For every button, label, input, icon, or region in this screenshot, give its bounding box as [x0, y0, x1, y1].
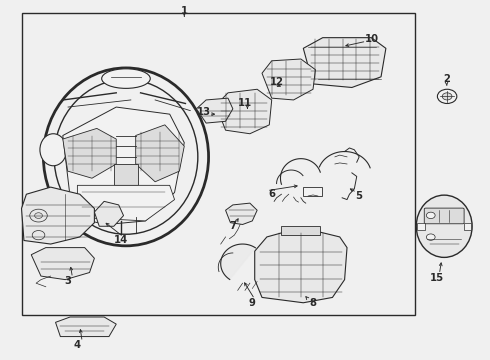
- Polygon shape: [63, 107, 184, 225]
- Polygon shape: [262, 59, 316, 100]
- Text: 12: 12: [270, 77, 284, 87]
- Bar: [281, 226, 320, 235]
- Polygon shape: [216, 89, 272, 134]
- Ellipse shape: [416, 195, 472, 257]
- Text: 3: 3: [64, 276, 71, 287]
- Polygon shape: [31, 248, 95, 280]
- Text: 2: 2: [443, 73, 450, 84]
- Text: 15: 15: [430, 273, 444, 283]
- Text: 9: 9: [249, 298, 256, 308]
- Text: 7: 7: [229, 221, 236, 231]
- Circle shape: [442, 93, 452, 100]
- Bar: [114, 164, 138, 185]
- Polygon shape: [225, 203, 257, 225]
- Text: 4: 4: [74, 341, 81, 351]
- Polygon shape: [77, 185, 174, 221]
- Ellipse shape: [102, 69, 150, 88]
- Polygon shape: [303, 38, 386, 87]
- Polygon shape: [255, 231, 347, 303]
- Polygon shape: [22, 187, 95, 244]
- Text: 13: 13: [196, 107, 211, 117]
- Text: 10: 10: [365, 35, 378, 44]
- Bar: [303, 187, 322, 196]
- Polygon shape: [136, 125, 184, 182]
- Text: 1: 1: [181, 6, 188, 16]
- Text: 14: 14: [114, 235, 128, 246]
- Bar: [22, 13, 415, 315]
- Polygon shape: [196, 98, 233, 123]
- Bar: [417, 223, 425, 230]
- Circle shape: [426, 212, 435, 219]
- Circle shape: [426, 234, 435, 240]
- Ellipse shape: [54, 80, 198, 234]
- Text: 6: 6: [268, 189, 275, 199]
- Polygon shape: [95, 201, 123, 226]
- Polygon shape: [55, 317, 116, 337]
- Text: 5: 5: [356, 191, 363, 201]
- Circle shape: [35, 213, 43, 219]
- Polygon shape: [63, 129, 116, 178]
- Polygon shape: [220, 244, 255, 279]
- Ellipse shape: [40, 134, 67, 166]
- Text: 8: 8: [310, 298, 317, 308]
- Bar: [464, 223, 471, 230]
- Circle shape: [438, 89, 457, 103]
- Text: 11: 11: [238, 99, 252, 108]
- FancyBboxPatch shape: [424, 208, 464, 224]
